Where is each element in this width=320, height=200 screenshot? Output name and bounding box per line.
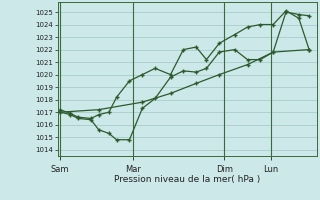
X-axis label: Pression niveau de la mer( hPa ): Pression niveau de la mer( hPa ) bbox=[114, 175, 260, 184]
